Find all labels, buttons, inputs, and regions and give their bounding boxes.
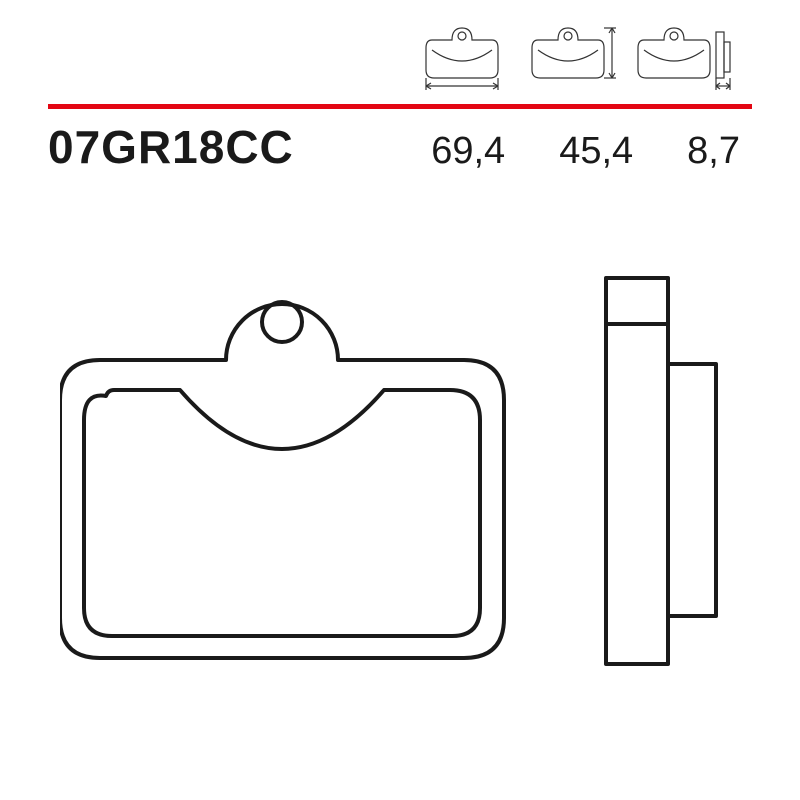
dimension-icons-row xyxy=(416,22,740,96)
front-view xyxy=(60,302,504,658)
technical-drawing xyxy=(60,240,740,750)
accent-divider xyxy=(48,104,752,109)
header-label-row: 07GR18CC 69,4 45,4 8,7 xyxy=(48,120,740,174)
part-number: 07GR18CC xyxy=(48,120,294,174)
width-dimension-icon xyxy=(416,22,508,96)
dimension-width: 69,4 xyxy=(431,130,505,173)
side-view xyxy=(606,278,716,664)
thickness-dimension-icon xyxy=(636,22,740,96)
height-dimension-icon xyxy=(526,22,618,96)
dimension-height: 45,4 xyxy=(559,130,633,173)
dimension-thickness: 8,7 xyxy=(687,130,740,173)
dimensions-values: 69,4 45,4 8,7 xyxy=(431,130,740,173)
